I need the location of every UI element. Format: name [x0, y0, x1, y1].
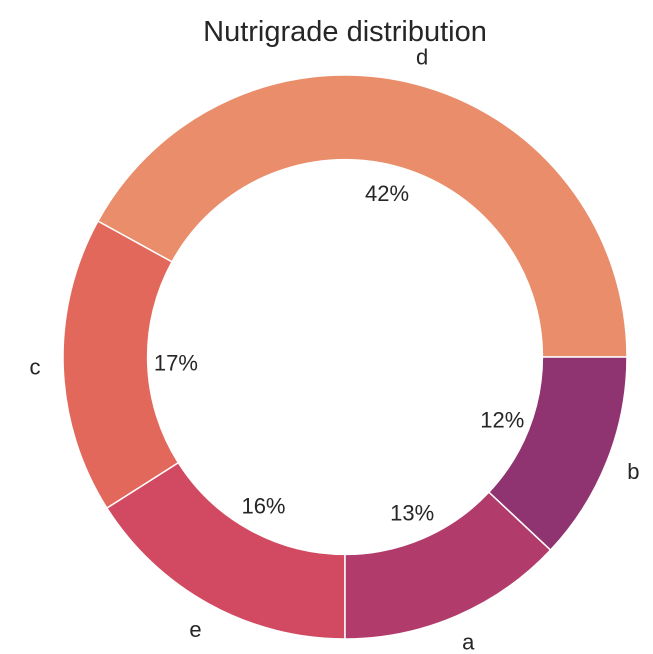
slice-b	[487, 356, 628, 552]
chart-title: Nutrigrade distribution	[203, 16, 487, 48]
category-label-c: c	[29, 355, 40, 380]
category-label-a: a	[462, 630, 475, 654]
percent-label-c: 17%	[154, 350, 198, 375]
percent-label-b: 12%	[480, 407, 524, 432]
category-label-e: e	[189, 617, 201, 642]
percent-label-a: 13%	[390, 500, 434, 525]
donut-slices	[62, 74, 628, 640]
category-label-b: b	[627, 459, 639, 484]
percent-label-e: 16%	[241, 493, 285, 518]
category-label-d: d	[416, 45, 428, 70]
slice-d	[96, 74, 628, 358]
slice-e	[105, 461, 346, 640]
percent-label-d: 42%	[365, 181, 409, 206]
slice-labels: d 42% c 17% e 16% a 13% b 12%	[29, 45, 639, 654]
